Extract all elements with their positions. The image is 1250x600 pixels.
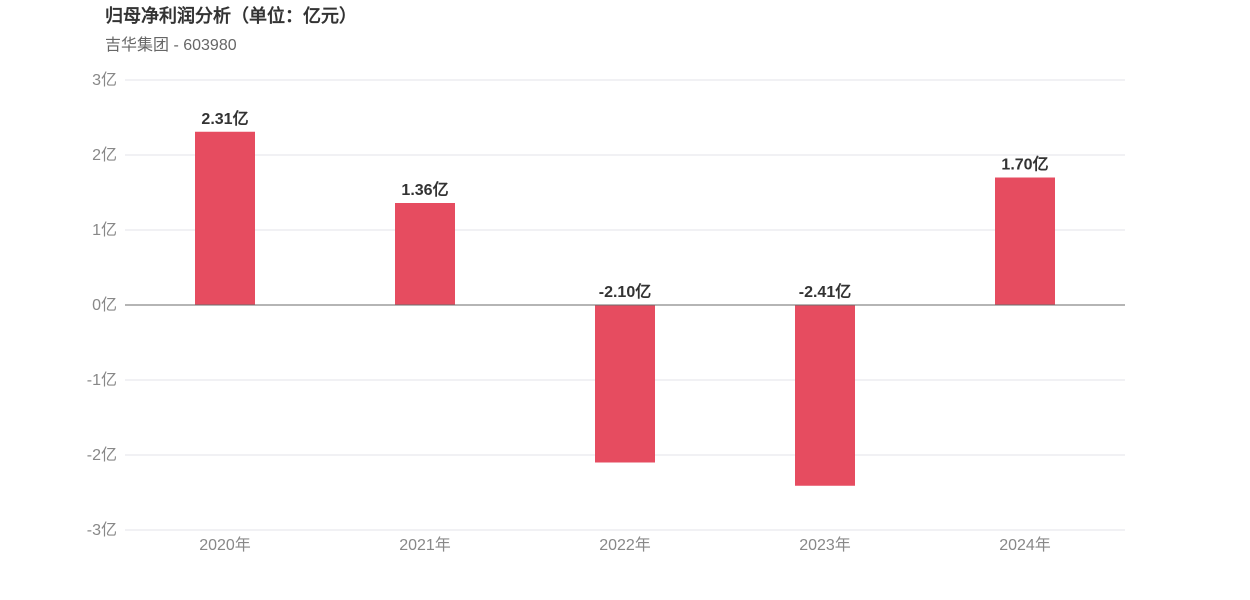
bar <box>995 177 1055 305</box>
y-tick-label: 1亿 <box>92 221 117 239</box>
bar <box>795 305 855 486</box>
y-tick-label: -3亿 <box>87 521 117 539</box>
x-axis-ticks: 2020年 2021年 2022年 2023年 2024年 <box>199 536 1051 554</box>
data-label: 1.70亿 <box>1001 155 1048 174</box>
y-tick-label: -1亿 <box>87 371 117 389</box>
data-labels: 2.31亿 1.36亿 -2.10亿 -2.41亿 1.70亿 <box>201 109 1048 301</box>
data-label: 2.31亿 <box>201 109 248 128</box>
y-tick-label: 0亿 <box>92 296 117 314</box>
y-tick-label: -2亿 <box>87 446 117 464</box>
bar <box>195 131 255 305</box>
bars <box>195 131 1055 486</box>
data-label: -2.41亿 <box>799 282 851 301</box>
chart-subtitle: 吉华集团 - 603980 <box>105 37 237 54</box>
x-tick-label: 2024年 <box>999 536 1051 554</box>
x-tick-label: 2020年 <box>199 536 251 554</box>
y-tick-label: 2亿 <box>92 146 117 164</box>
bar <box>395 203 455 305</box>
x-tick-label: 2022年 <box>599 536 651 554</box>
y-tick-label: 3亿 <box>92 71 117 89</box>
x-tick-label: 2023年 <box>799 536 851 554</box>
y-axis-ticks: 3亿 2亿 1亿 0亿 -1亿 -2亿 -3亿 <box>87 71 117 539</box>
x-tick-label: 2021年 <box>399 536 451 554</box>
bar <box>595 305 655 463</box>
chart-title: 归母净利润分析（单位：亿元） <box>105 6 357 26</box>
data-label: -2.10亿 <box>599 282 651 301</box>
data-label: 1.36亿 <box>401 180 448 199</box>
grid-lines <box>125 79 1125 531</box>
